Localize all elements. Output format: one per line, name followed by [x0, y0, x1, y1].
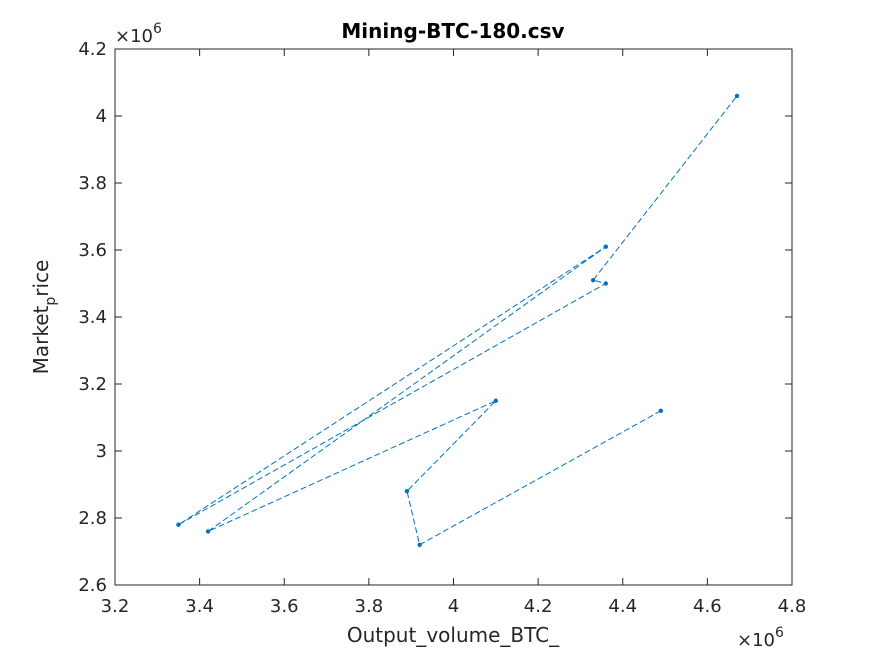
x-tick-label: 3.4 — [185, 596, 214, 617]
data-point — [417, 542, 422, 547]
y-exponent-label: ×106 — [115, 21, 162, 47]
data-point — [590, 277, 596, 283]
chart-title: Mining-BTC-180.csv — [341, 19, 564, 43]
plot-area — [114, 48, 793, 586]
x-tick-label: 4.8 — [778, 596, 807, 617]
y-exponent-power: 6 — [153, 21, 162, 37]
y-axis-label: Marketprice — [29, 260, 59, 375]
data-point — [734, 93, 740, 99]
data-point — [603, 281, 609, 286]
series-layer — [176, 93, 740, 547]
x-exponent-power: 6 — [775, 625, 784, 641]
y-tick-label: 3.2 — [78, 374, 107, 395]
x-tick-label: 3.2 — [101, 596, 130, 617]
x-tick-label: 3.6 — [270, 596, 299, 617]
x-axis-ticks: 3.2 3.4 3.6 3.8 4 4.2 4.4 4.6 4.8 — [101, 49, 807, 617]
y-tick-label: 4 — [96, 106, 107, 127]
y-tick-label: 3.6 — [78, 240, 107, 261]
data-point — [493, 398, 499, 403]
y-tick-label: 2.6 — [78, 575, 107, 596]
y-axis-label-subscript: p — [43, 297, 59, 306]
x-tick-label: 4.2 — [524, 596, 553, 617]
x-tick-label: 4.4 — [608, 596, 637, 617]
y-tick-label: 2.8 — [78, 508, 107, 529]
x-axis-label: Output_volume_BTC_ — [347, 623, 560, 647]
data-point — [658, 408, 664, 413]
x-exponent-base: ×10 — [737, 630, 775, 651]
x-tick-label: 4.6 — [693, 596, 722, 617]
y-tick-label: 3.8 — [78, 173, 107, 194]
y-axis-label-base: Market — [29, 305, 53, 374]
x-tick-label: 4 — [448, 596, 459, 617]
data-point — [176, 522, 181, 527]
data-point — [603, 244, 609, 249]
data-point — [205, 529, 211, 534]
y-tick-label: 3 — [96, 441, 107, 462]
y-exponent-base: ×10 — [115, 26, 153, 47]
y-tick-label: 4.2 — [78, 39, 107, 60]
y-axis-ticks: 2.6 2.8 3 3.2 3.4 3.6 3.8 4 4.2 — [78, 39, 792, 596]
series-line — [178, 95, 738, 546]
y-axis-label-rest: rice — [29, 260, 53, 297]
data-point — [404, 489, 410, 494]
x-tick-label: 3.8 — [355, 596, 384, 617]
y-tick-label: 3.4 — [78, 307, 107, 328]
x-exponent-label: ×106 — [737, 625, 784, 651]
